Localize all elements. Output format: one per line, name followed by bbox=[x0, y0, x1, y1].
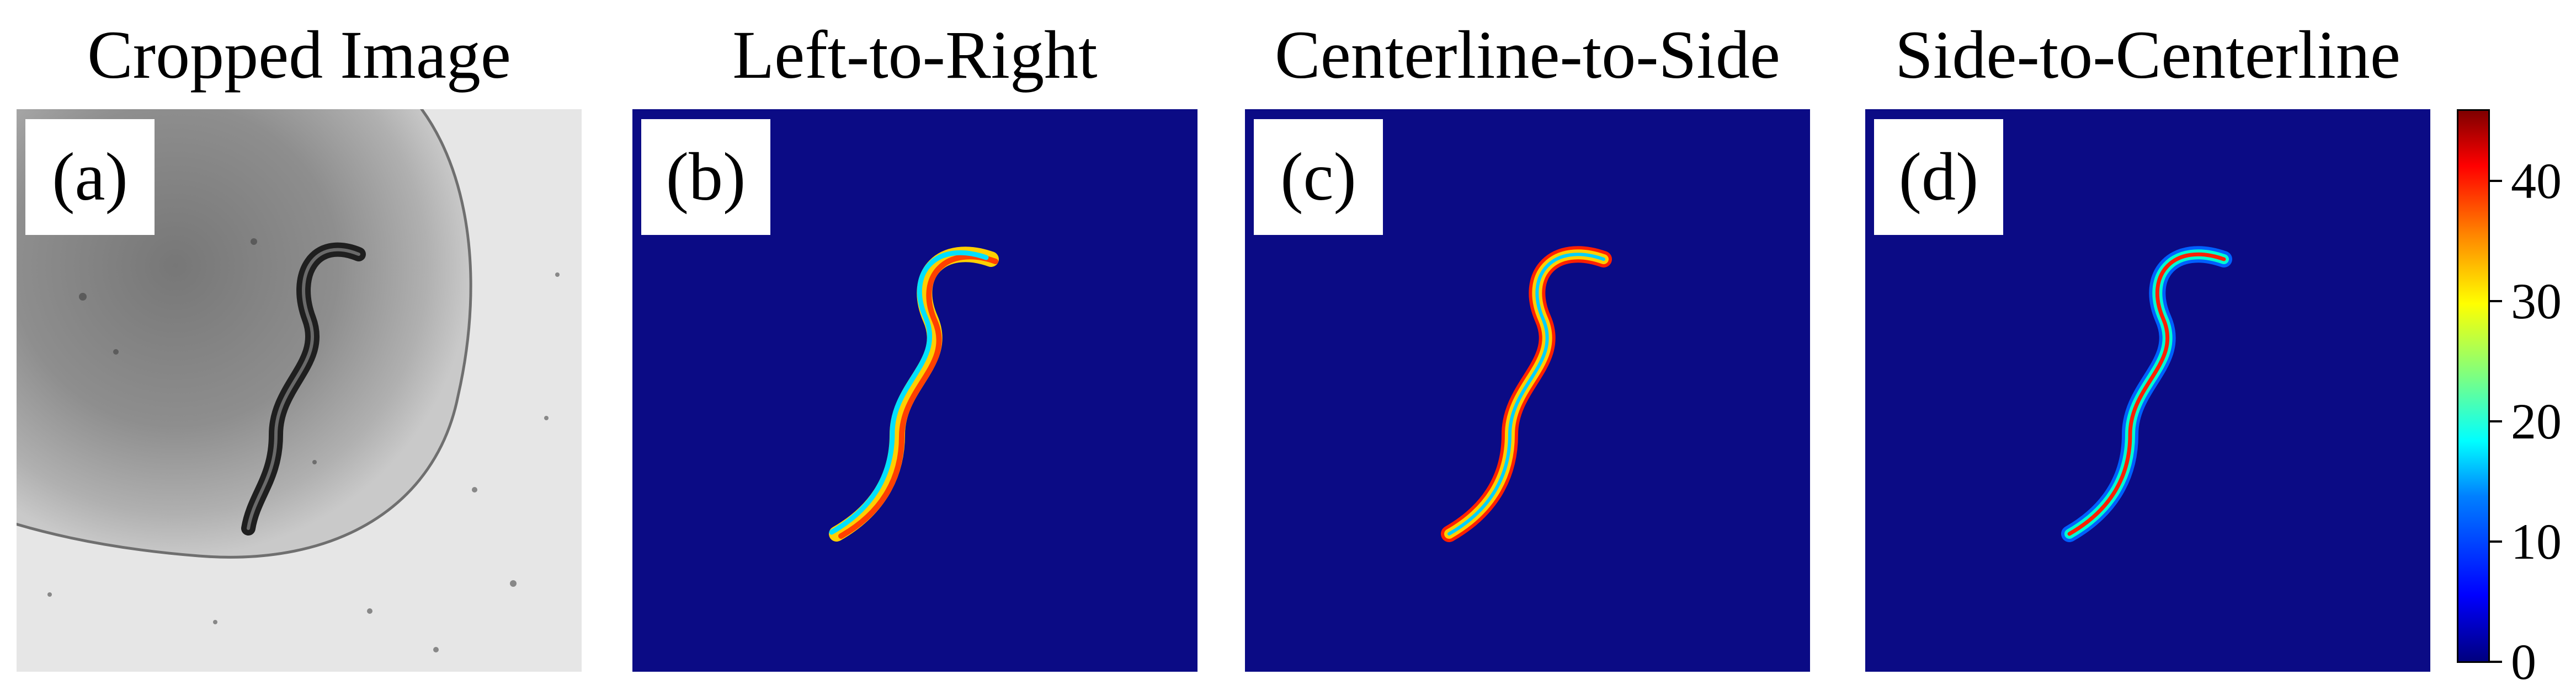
panel-b: Left-to-Right (b) bbox=[632, 0, 1197, 696]
panel-d-label: (d) bbox=[1874, 119, 2003, 235]
panel-d: Side-to-Centerline (d) bbox=[1865, 0, 2430, 696]
panel-b-label: (b) bbox=[641, 119, 770, 235]
panel-c-label: (c) bbox=[1254, 119, 1383, 235]
colorbar-label-20: 20 bbox=[2511, 393, 2562, 449]
colorbar-label-0: 0 bbox=[2511, 634, 2536, 690]
colorbar-tick-10 bbox=[2490, 540, 2502, 543]
panel-a-title: Cropped Image bbox=[87, 17, 511, 93]
side-to-centerline-map: (d) bbox=[1865, 109, 2430, 672]
centerline-to-side-map: (c) bbox=[1245, 109, 1810, 672]
cropped-worm-photo bbox=[17, 109, 582, 672]
colorbar bbox=[2457, 109, 2490, 663]
colorbar-tick-0 bbox=[2490, 661, 2502, 663]
panel-a: Cropped Image bbox=[17, 0, 582, 696]
panel-c-title: Centerline-to-Side bbox=[1275, 17, 1780, 93]
colorbar-label-10: 10 bbox=[2511, 513, 2562, 570]
panel-a-label: (a) bbox=[25, 119, 155, 235]
left-to-right-map: (b) bbox=[632, 109, 1197, 672]
panel-b-title: Left-to-Right bbox=[732, 17, 1098, 93]
colorbar-tick-40 bbox=[2490, 180, 2502, 182]
panel-d-title: Side-to-Centerline bbox=[1895, 17, 2401, 93]
colorbar-label-40: 40 bbox=[2511, 153, 2562, 209]
panel-c: Centerline-to-Side (c) bbox=[1245, 0, 1810, 696]
colorbar-tick-30 bbox=[2490, 300, 2502, 302]
colorbar-tick-20 bbox=[2490, 420, 2502, 422]
colorbar-label-30: 30 bbox=[2511, 273, 2562, 329]
cropped-worm-image: (a) bbox=[17, 109, 582, 672]
